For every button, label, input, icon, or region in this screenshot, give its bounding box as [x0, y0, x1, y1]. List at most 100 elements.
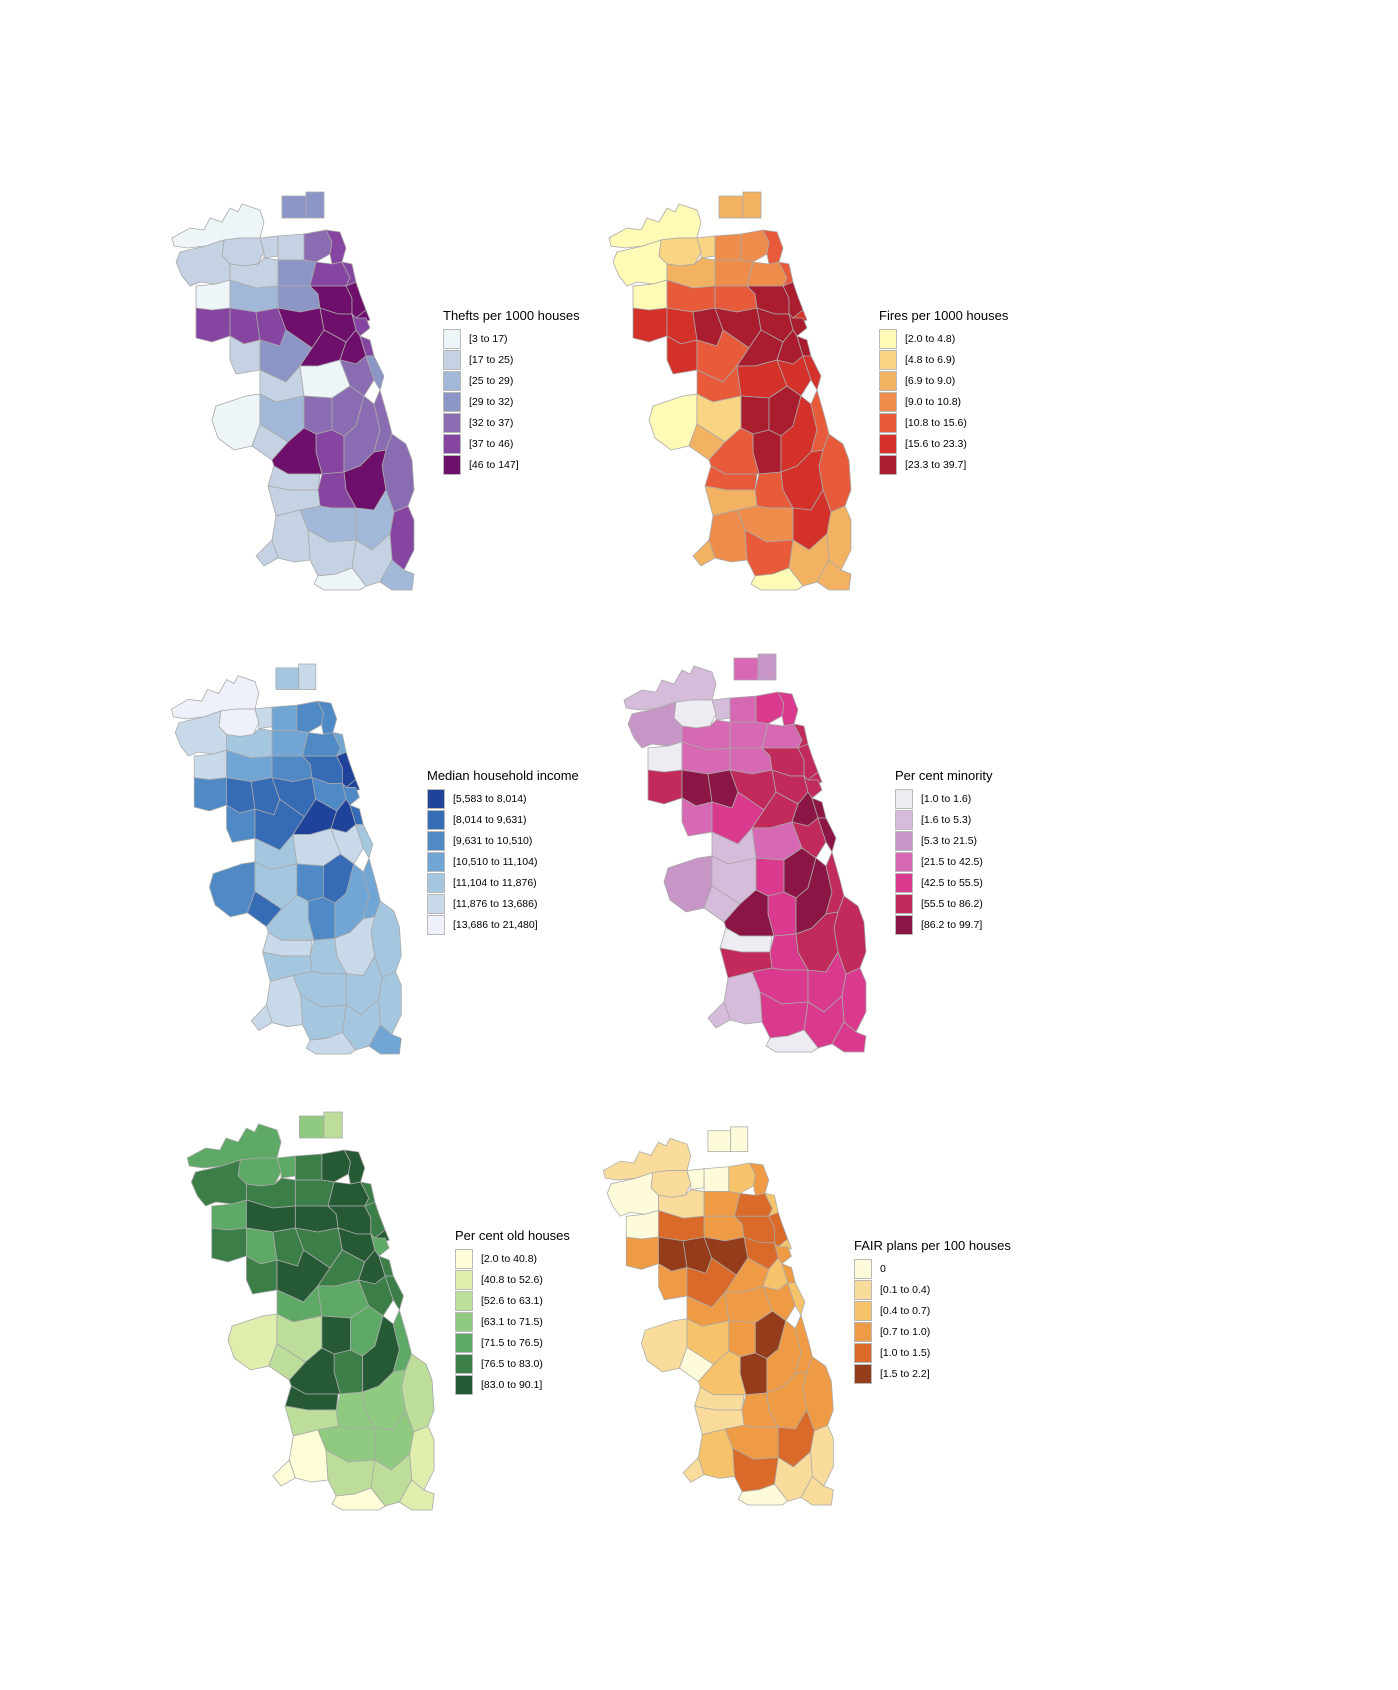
map-region	[692, 539, 716, 567]
thefts-map-panel: Thefts per 1000 houses [3 to 17) [17 to 2…	[160, 190, 590, 591]
legend-swatch	[879, 412, 897, 433]
map-region	[171, 203, 265, 249]
legend-label: [1.0 to 1.5)	[880, 1346, 931, 1359]
legend-swatch	[895, 893, 913, 914]
legend-item: [0.4 to 0.7)	[854, 1300, 1011, 1321]
legend-item: [8,014 to 9,631)	[427, 809, 579, 830]
legend-item: [0.7 to 1.0)	[854, 1321, 1011, 1342]
legend-label: [5.3 to 21.5)	[921, 834, 978, 847]
legend-item: [86.2 to 99.7]	[895, 914, 993, 935]
legend-swatch	[879, 433, 897, 454]
legend-item: [2.0 to 40.8)	[455, 1248, 570, 1269]
map-region	[810, 1424, 834, 1487]
map-region	[686, 1168, 705, 1191]
legend-swatch	[455, 1353, 473, 1374]
map-region	[728, 1320, 756, 1358]
thefts-legend: Thefts per 1000 houses [3 to 17) [17 to 2…	[443, 308, 580, 475]
legend-swatch	[427, 893, 445, 914]
legend-label: [11,104 to 11,876)	[453, 876, 537, 889]
map-region	[730, 1126, 749, 1152]
map-region	[718, 195, 744, 219]
map-region	[608, 203, 702, 249]
legend-item: [55.5 to 86.2)	[895, 893, 993, 914]
legend-item: [11,876 to 13,686)	[427, 893, 579, 914]
legend-item: [0.1 to 0.4)	[854, 1279, 1011, 1300]
map-region	[623, 665, 717, 711]
map-region	[209, 861, 256, 918]
map-region	[641, 1318, 688, 1373]
legend-swatch	[455, 1248, 473, 1269]
legend-item: [6.9 to 9.0)	[879, 370, 1008, 391]
map-region	[707, 1130, 732, 1152]
legend-label: [71.5 to 76.5)	[481, 1336, 543, 1349]
map-region	[714, 259, 754, 287]
minority-map-panel: Per cent minority [1.0 to 1.6) [1.6 to 5.…	[612, 652, 1042, 1062]
legend-label: [76.5 to 83.0)	[481, 1357, 543, 1370]
map-region	[379, 559, 415, 591]
legend-swatch	[854, 1321, 872, 1342]
map-region	[227, 1313, 278, 1371]
map-region	[296, 863, 324, 902]
map-region	[831, 1021, 867, 1053]
old-houses-legend: Per cent old houses [2.0 to 40.8) [40.8 t…	[455, 1228, 570, 1395]
legend-swatch	[895, 872, 913, 893]
map-region	[195, 307, 231, 343]
legend-item: [63.1 to 71.5)	[455, 1311, 570, 1332]
legend-item: [46 to 147]	[443, 454, 580, 475]
fires-legend: Fires per 1000 houses [2.0 to 4.8) [4.8 t…	[879, 308, 1008, 475]
map-region	[275, 667, 300, 690]
map-region	[281, 195, 307, 219]
map-region	[398, 1479, 435, 1511]
legend-swatch	[455, 1290, 473, 1311]
legend-swatch	[854, 1363, 872, 1384]
map-region	[254, 706, 273, 730]
map-region	[378, 971, 402, 1036]
legend-item: [3 to 17)	[443, 328, 580, 349]
map-region	[729, 695, 757, 723]
map-region	[305, 191, 325, 219]
map-region	[313, 567, 367, 591]
legend-item: [17 to 25)	[443, 349, 580, 370]
map-region	[170, 675, 260, 720]
legend-swatch	[854, 1258, 872, 1279]
legend-label: [0.4 to 0.7)	[880, 1304, 931, 1317]
map-region	[211, 1199, 247, 1231]
legend-label: [1.6 to 5.3)	[921, 813, 972, 826]
legend-swatch	[895, 914, 913, 935]
legend-label: [83.0 to 90.1]	[481, 1378, 543, 1391]
legend-title: Per cent old houses	[455, 1228, 570, 1243]
legend-item: [9,631 to 10,510)	[427, 830, 579, 851]
legend-label: [63.1 to 71.5)	[481, 1315, 543, 1328]
legend-item: [21.5 to 42.5)	[895, 851, 993, 872]
legend-label: [40.8 to 52.6)	[481, 1273, 543, 1286]
legend-label: [2.0 to 40.8)	[481, 1252, 538, 1265]
legend-item: [1.5 to 2.2]	[854, 1363, 1011, 1384]
map-region	[800, 1475, 834, 1506]
income-choropleth-map	[170, 663, 402, 1055]
legend-label: [8,014 to 9,631)	[453, 813, 527, 826]
map-region	[703, 1191, 741, 1217]
legend-swatch	[443, 370, 461, 391]
map-region	[305, 1031, 357, 1055]
legend-label: [32 to 37)	[469, 416, 514, 429]
fair-plans-choropleth-map	[602, 1126, 834, 1506]
legend-label: [1.0 to 1.6)	[921, 792, 972, 805]
map-region	[647, 769, 683, 805]
map-region	[750, 567, 804, 591]
map-region	[647, 741, 683, 773]
map-region	[368, 1023, 402, 1055]
legend-label: [9,631 to 10,510)	[453, 834, 533, 847]
map-region	[193, 777, 227, 812]
legend-item: [1.6 to 5.3)	[895, 809, 993, 830]
legend-label: [4.8 to 6.9)	[905, 353, 956, 366]
legend-item: [29 to 32)	[443, 391, 580, 412]
legend-item: [9.0 to 10.8)	[879, 391, 1008, 412]
map-region	[259, 235, 279, 259]
legend-item: [5,583 to 8,014)	[427, 788, 579, 809]
legend-label: [55.5 to 86.2)	[921, 897, 983, 910]
legend-label: [86.2 to 99.7]	[921, 918, 983, 931]
map-region	[294, 1179, 335, 1207]
map-region	[755, 857, 785, 897]
legend-label: [6.9 to 9.0)	[905, 374, 956, 387]
thefts-choropleth-map	[171, 191, 415, 591]
